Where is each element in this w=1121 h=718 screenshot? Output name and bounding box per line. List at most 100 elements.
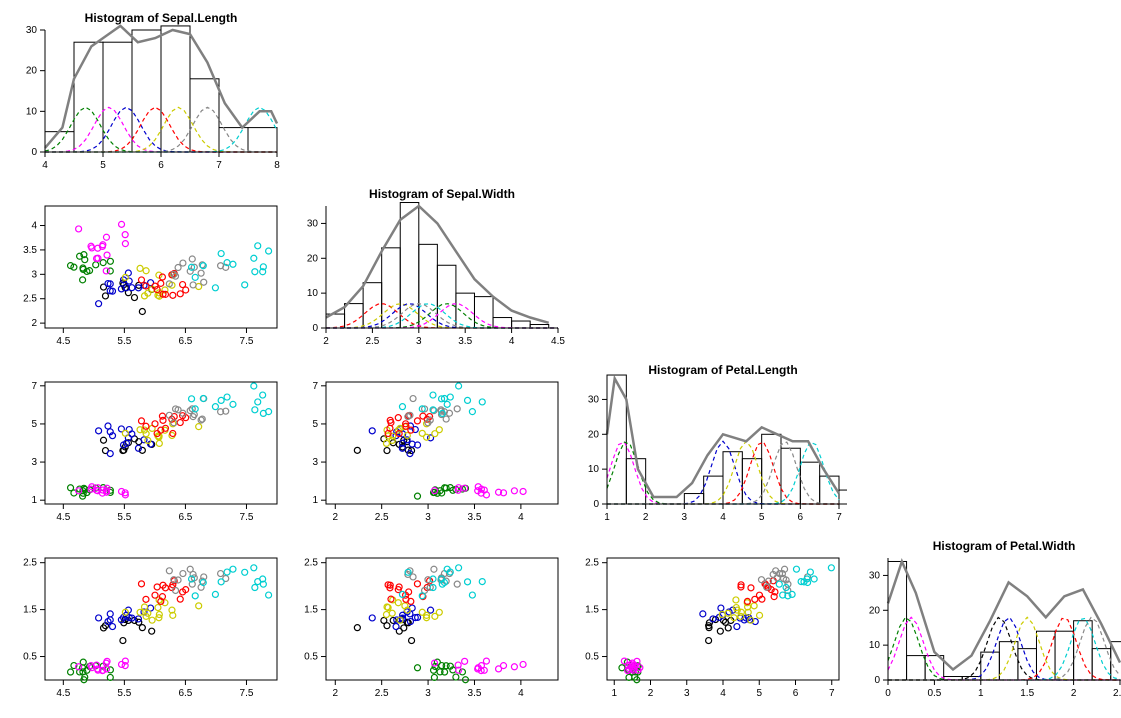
svg-text:Histogram of Petal.Length: Histogram of Petal.Length [648, 363, 797, 377]
svg-text:2.5: 2.5 [23, 294, 37, 305]
svg-text:4: 4 [518, 688, 524, 699]
svg-text:5: 5 [756, 688, 762, 699]
svg-text:3: 3 [684, 688, 690, 699]
svg-text:2.5: 2.5 [1113, 688, 1121, 699]
svg-text:1: 1 [31, 495, 37, 506]
svg-text:7: 7 [31, 381, 37, 392]
svg-text:30: 30 [307, 218, 319, 229]
histogram-sepal-length: Histogram of Sepal.Length 4 5 6 7 8 0 10 20 30 [10, 10, 285, 180]
svg-text:8: 8 [274, 160, 280, 171]
svg-text:0: 0 [885, 688, 891, 699]
svg-text:Histogram of Sepal.Width: Histogram of Sepal.Width [369, 187, 515, 201]
svg-text:2.5: 2.5 [375, 512, 389, 523]
svg-text:7: 7 [829, 688, 835, 699]
svg-text:2: 2 [31, 318, 37, 329]
svg-text:5.5: 5.5 [117, 512, 131, 523]
svg-text:3: 3 [425, 688, 431, 699]
svg-text:2.5: 2.5 [304, 558, 318, 569]
histogram-petal-width: Histogram of Petal.Width00.511.522.50102… [853, 538, 1121, 708]
svg-text:7.5: 7.5 [240, 512, 254, 523]
svg-text:4: 4 [42, 160, 48, 171]
scatter-sepal-width-vs-petal-length: 2 2.5 3 3.5 4 1 3 5 7 [291, 362, 566, 532]
svg-text:6.5: 6.5 [178, 688, 192, 699]
histogram-sepal-width: Histogram of Sepal.Width22.533.544.50102… [291, 186, 566, 356]
svg-text:10: 10 [588, 464, 600, 475]
pairs-plot-matrix: Histogram of Sepal.Length4567801020304.5… [10, 10, 1111, 708]
svg-text:0: 0 [593, 499, 599, 510]
svg-text:4: 4 [509, 336, 515, 347]
svg-text:1.5: 1.5 [585, 605, 599, 616]
svg-text:0.5: 0.5 [585, 652, 599, 663]
scatter-sepal-width-vs-petal-width: 22.533.540.51.52.5 [291, 538, 566, 708]
svg-text:2: 2 [332, 688, 338, 699]
svg-text:4.5: 4.5 [56, 688, 70, 699]
svg-text:7: 7 [312, 381, 318, 392]
svg-text:4: 4 [720, 512, 726, 523]
svg-text:3: 3 [416, 336, 422, 347]
svg-text:4: 4 [518, 512, 524, 523]
svg-text:3: 3 [425, 512, 431, 523]
svg-text:2: 2 [648, 688, 654, 699]
svg-text:3: 3 [312, 457, 318, 468]
svg-text:7: 7 [836, 512, 842, 523]
svg-text:1: 1 [978, 688, 984, 699]
svg-text:6.5: 6.5 [178, 336, 192, 347]
svg-text:4.5: 4.5 [56, 336, 70, 347]
svg-text:3.5: 3.5 [468, 512, 482, 523]
svg-text:20: 20 [588, 429, 600, 440]
svg-text:2.5: 2.5 [375, 688, 389, 699]
svg-text:7.5: 7.5 [240, 688, 254, 699]
svg-text:4: 4 [31, 221, 37, 232]
svg-text:0: 0 [312, 323, 318, 334]
svg-text:2: 2 [1071, 688, 1077, 699]
svg-text:7: 7 [216, 160, 222, 171]
scatter-sepal-length-vs-petal-width: 4.5 5.5 6.5 7.5 0.5 1.5 2.5 [10, 538, 285, 708]
svg-text:1: 1 [312, 495, 318, 506]
svg-text:20: 20 [869, 605, 881, 616]
svg-text:2.5: 2.5 [23, 558, 37, 569]
svg-text:30: 30 [588, 394, 600, 405]
svg-text:3: 3 [31, 457, 37, 468]
svg-text:3: 3 [682, 512, 688, 523]
svg-text:1.5: 1.5 [304, 605, 318, 616]
svg-text:10: 10 [26, 106, 38, 117]
svg-text:20: 20 [26, 66, 38, 77]
svg-text:7.5: 7.5 [240, 336, 254, 347]
svg-text:30: 30 [26, 25, 38, 36]
svg-text:4.5: 4.5 [56, 512, 70, 523]
svg-text:20: 20 [307, 253, 319, 264]
svg-text:6: 6 [793, 688, 799, 699]
svg-text:1.5: 1.5 [23, 605, 37, 616]
svg-text:10: 10 [869, 640, 881, 651]
svg-text:3: 3 [31, 269, 37, 280]
svg-text:2.5: 2.5 [365, 336, 379, 347]
svg-text:5: 5 [312, 419, 318, 430]
svg-text:1: 1 [611, 688, 617, 699]
scatter-petal-length-vs-petal-width: 12345670.51.52.5 [572, 538, 847, 708]
svg-text:4.5: 4.5 [551, 336, 565, 347]
svg-text:0: 0 [31, 147, 37, 158]
scatter-sepal-length-vs-petal-length: 4.5 5.5 6.5 7.5 1 3 5 7 [10, 362, 285, 532]
svg-text:5.5: 5.5 [117, 688, 131, 699]
svg-text:5: 5 [100, 160, 106, 171]
svg-text:2: 2 [323, 336, 329, 347]
svg-text:5: 5 [759, 512, 765, 523]
svg-text:30: 30 [869, 570, 881, 581]
scatter-sepal-length-vs-sepal-width: 4.55.56.57.522.533.54 [10, 186, 285, 356]
svg-text:1: 1 [604, 512, 610, 523]
svg-text:3.5: 3.5 [458, 336, 472, 347]
svg-text:2.5: 2.5 [585, 558, 599, 569]
svg-text:2: 2 [643, 512, 649, 523]
histogram-petal-length: Histogram of Petal.Length 1 2 3 4 5 6 7 0 10 20 30 [572, 362, 847, 532]
svg-text:1.5: 1.5 [1020, 688, 1034, 699]
svg-text:6: 6 [798, 512, 804, 523]
svg-text:0.5: 0.5 [23, 652, 37, 663]
svg-text:6.5: 6.5 [178, 512, 192, 523]
svg-text:5: 5 [31, 419, 37, 430]
svg-text:Histogram of Sepal.Length: Histogram of Sepal.Length [85, 11, 238, 25]
svg-text:6: 6 [158, 160, 164, 171]
svg-text:Histogram of Petal.Width: Histogram of Petal.Width [933, 539, 1076, 553]
svg-text:2: 2 [332, 512, 338, 523]
svg-text:0.5: 0.5 [927, 688, 941, 699]
svg-text:3.5: 3.5 [468, 688, 482, 699]
